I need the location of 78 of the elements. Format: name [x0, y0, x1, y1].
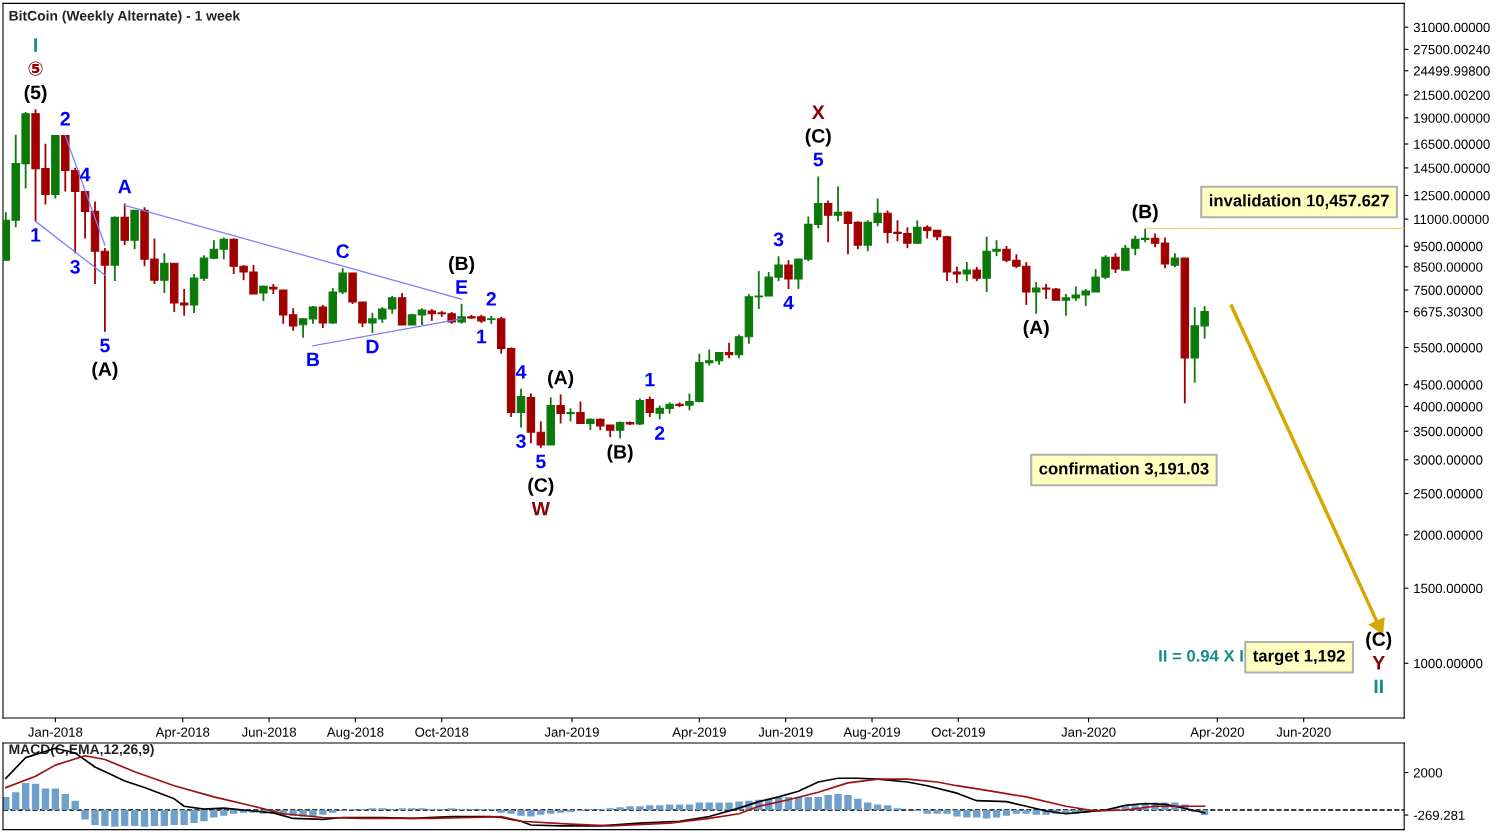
- annotation: II = 0.94 X I: [1159, 649, 1243, 662]
- annotation: C: [336, 244, 350, 259]
- annotation: (B): [607, 444, 633, 463]
- y-tick-label: 16500.00000: [1414, 139, 1490, 149]
- y-tick-label: 19000.00000: [1414, 113, 1490, 123]
- y-tick-label: 11000.00000: [1414, 214, 1489, 225]
- annotation: B: [307, 352, 320, 367]
- x-tick-label: Apr-2020: [1190, 727, 1244, 740]
- annotation: A: [118, 179, 132, 194]
- x-tick-label: Oct-2019: [931, 727, 985, 737]
- y-tick-label: 2000: [1413, 768, 1443, 778]
- annotation: (C): [1366, 631, 1392, 650]
- annotation: W: [531, 501, 550, 516]
- annotation: 4: [783, 295, 794, 310]
- annotation: 4: [79, 167, 91, 182]
- annotation: (A): [548, 370, 574, 389]
- annotation: 4: [515, 365, 527, 379]
- annotation: 2: [60, 111, 70, 126]
- y-tick-label: 8500.00000: [1413, 262, 1483, 272]
- annotation: X: [811, 105, 825, 119]
- x-tick-label: Jan-2020: [1061, 727, 1116, 737]
- annotation: (B): [449, 255, 475, 275]
- annotation: I: [34, 38, 37, 52]
- y-tick-label: 27500.00240: [1413, 44, 1490, 55]
- annotation: 5: [100, 338, 110, 353]
- annotation: 5: [536, 454, 546, 469]
- annotation: ⑤: [28, 61, 43, 76]
- y-tick-label: 1500.00000: [1414, 583, 1483, 594]
- annotation: 3: [773, 232, 784, 247]
- annotation: 1: [31, 228, 41, 242]
- annotation: invalidation 10,457.627: [1209, 194, 1389, 209]
- y-tick-label: 4500.00000: [1413, 380, 1483, 390]
- annotation: (5): [24, 84, 47, 104]
- y-tick-label: 3000.00000: [1413, 455, 1483, 465]
- y-tick-label: 4000.00000: [1413, 402, 1483, 412]
- y-tick-label: 6675.30300: [1413, 307, 1483, 317]
- x-tick-label: Jun-2018: [241, 727, 297, 737]
- annotation: (A): [1023, 319, 1049, 339]
- y-tick-label: 12500.00000: [1414, 190, 1490, 201]
- x-tick-label: Aug-2019: [843, 727, 900, 740]
- annotation: (B): [1132, 204, 1158, 223]
- annotation: 2: [486, 292, 496, 306]
- annotation: target 1,192: [1252, 649, 1345, 666]
- x-tick-label: Jun-2019: [758, 727, 813, 737]
- x-tick-label: Aug-2018: [326, 727, 384, 740]
- annotation: II: [1374, 679, 1383, 694]
- y-tick-label: 2500.00000: [1413, 489, 1483, 499]
- y-tick-label: 9500.00000: [1413, 241, 1483, 252]
- annotation: 3: [70, 259, 80, 274]
- y-tick-label: 1000.00000: [1414, 658, 1483, 669]
- x-tick-label: Apr-2018: [155, 727, 210, 740]
- y-tick-label: 7500.00000: [1413, 285, 1483, 295]
- annotation: confirmation 3,191.03: [1039, 462, 1209, 477]
- annotation: 5: [813, 152, 824, 167]
- annotation: (A): [92, 361, 118, 380]
- annotation: (C): [805, 128, 831, 147]
- y-tick-label: 14500.00000: [1414, 163, 1490, 173]
- annotation: Y: [1372, 656, 1385, 670]
- x-tick-label: Jan-2018: [28, 727, 83, 737]
- y-tick-label: 5500.00000: [1413, 343, 1483, 353]
- x-tick-label: Jan-2019: [544, 727, 599, 737]
- y-tick-label: -269.281: [1413, 810, 1465, 820]
- y-tick-label: 24499.99800: [1413, 66, 1490, 76]
- annotation: 3: [516, 434, 526, 449]
- annotation: E: [456, 280, 468, 294]
- x-tick-label: Oct-2018: [415, 727, 469, 737]
- annotation: 1: [645, 372, 655, 387]
- annotation: 2: [654, 426, 665, 440]
- x-tick-label: Jun-2020: [1276, 727, 1331, 737]
- y-tick-label: 2000.00000: [1413, 530, 1483, 540]
- x-tick-label: Apr-2019: [672, 727, 726, 740]
- y-tick-label: 3500.00000: [1413, 426, 1483, 437]
- annotation: 1: [477, 329, 487, 344]
- y-tick-label: 31000.00000: [1413, 22, 1490, 33]
- chart-title: BitCoin (Weekly Alternate) - 1 week: [9, 10, 241, 24]
- y-tick-label: 21500.00200: [1413, 90, 1490, 100]
- annotation: (C): [528, 477, 554, 496]
- annotation: D: [366, 339, 379, 354]
